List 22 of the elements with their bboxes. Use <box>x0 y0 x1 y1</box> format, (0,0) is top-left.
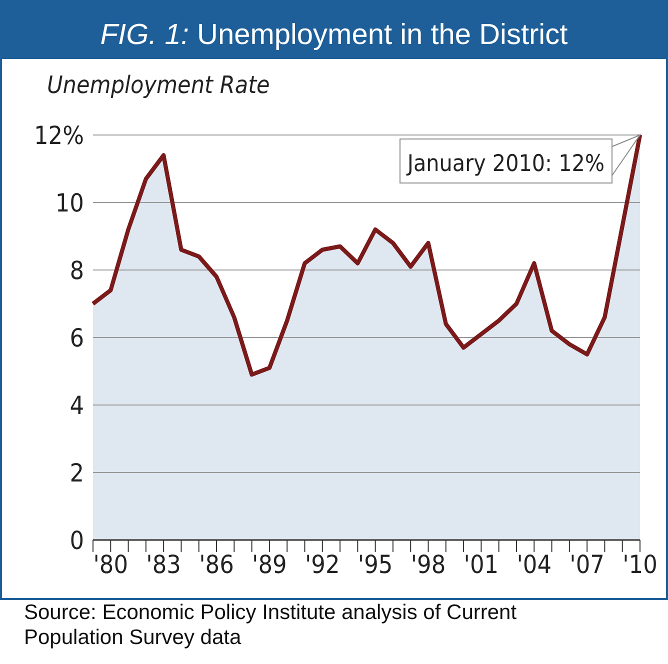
x-tick-label: '80 <box>93 550 128 579</box>
x-tick-label: '07 <box>570 550 604 579</box>
source-note: Source: Economic Policy Institute analysis of Current Population Survey data <box>24 601 517 649</box>
x-tick-label: '95 <box>358 550 393 579</box>
x-tick-label: '86 <box>199 550 234 579</box>
y-tick-label: 10 <box>55 188 84 218</box>
y-tick-label: 6 <box>70 324 84 352</box>
annotation: January 2010: 12% <box>405 151 605 177</box>
y-tick-label: 0 <box>70 526 84 555</box>
x-tick-label: '10 <box>622 550 658 579</box>
y-tick-label: 2 <box>70 458 84 488</box>
x-tick-label: '92 <box>304 550 340 579</box>
x-tick-label: '01 <box>464 550 499 579</box>
y-tick-label: 8 <box>70 256 84 285</box>
x-tick-label: '98 <box>410 550 446 579</box>
chart-title: FIG. 1: Unemployment in the District <box>100 19 568 51</box>
y-axis-title: Unemployment Rate <box>47 71 270 99</box>
y-tick-label: 4 <box>70 391 84 420</box>
x-tick-label: '04 <box>516 550 552 579</box>
x-tick-label: '89 <box>252 550 287 579</box>
x-tick-label: '83 <box>146 550 181 579</box>
y-tick-label: 12% <box>34 121 84 150</box>
